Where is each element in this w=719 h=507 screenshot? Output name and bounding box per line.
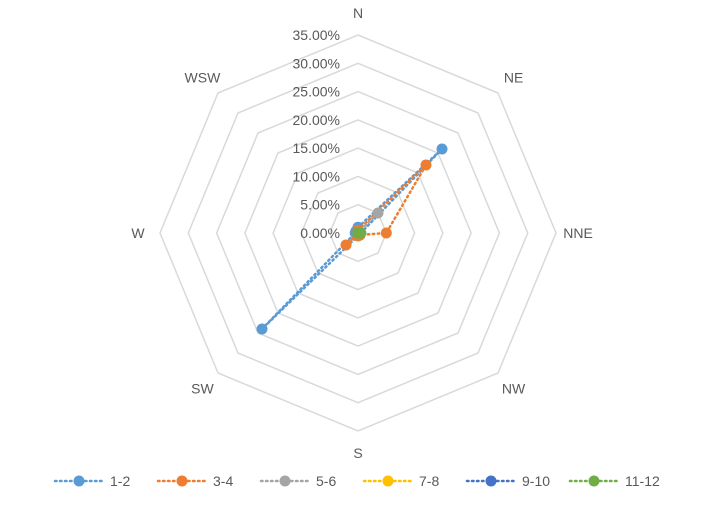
legend-label: 7-8 [419, 473, 439, 489]
series-layer [256, 143, 448, 335]
legend-swatch-marker [485, 475, 497, 487]
tick-label: 35.00% [293, 27, 340, 43]
tick-label: 5.00% [300, 197, 340, 213]
data-point [420, 159, 432, 171]
radar-grid [159, 34, 557, 432]
data-point [352, 227, 364, 239]
grid-ring [300, 175, 416, 291]
legend: 1-2 3-4 5-6 7-8 9-10 11-12 [53, 473, 660, 489]
legend-item: 3-4 [156, 473, 233, 489]
data-point [380, 227, 392, 239]
legend-item: 7-8 [362, 473, 439, 489]
tick-labels: 0.00% 5.00% 10.00% 15.00% 20.00% 25.00% 30.00%… [293, 27, 340, 241]
category-label: N [353, 5, 363, 21]
category-label: NNE [563, 225, 593, 241]
grid-ring [328, 203, 388, 263]
category-label: S [353, 445, 362, 461]
legend-label: 11-12 [625, 473, 660, 489]
grid-ring [187, 62, 529, 404]
legend-item: 11-12 [568, 473, 660, 489]
legend-swatch-marker [279, 475, 291, 487]
legend-item: 1-2 [53, 473, 130, 489]
category-label: NE [504, 69, 523, 85]
category-label: WSW [185, 69, 222, 85]
data-point [340, 239, 352, 251]
tick-label: 30.00% [293, 55, 340, 71]
tick-label: 0.00% [300, 225, 340, 241]
tick-label: 20.00% [293, 112, 340, 128]
legend-item: 5-6 [259, 473, 336, 489]
tick-label: 15.00% [293, 140, 340, 156]
category-label: SW [191, 381, 214, 397]
data-point [436, 143, 448, 155]
category-label: NW [502, 381, 526, 397]
grid-ring [159, 34, 557, 432]
legend-swatch-marker [382, 475, 394, 487]
legend-swatch-marker [588, 475, 600, 487]
legend-label: 3-4 [213, 473, 233, 489]
grid-ring [272, 147, 444, 319]
data-point [256, 323, 268, 335]
legend-swatch-marker [176, 475, 188, 487]
legend-label: 1-2 [110, 473, 130, 489]
tick-label: 10.00% [293, 168, 340, 184]
legend-label: 5-6 [316, 473, 336, 489]
series-line [357, 212, 379, 234]
data-point [372, 207, 384, 219]
legend-swatch-marker [73, 475, 85, 487]
grid-ring [215, 90, 501, 376]
series-11-12 [352, 227, 367, 239]
legend-label: 9-10 [522, 473, 550, 489]
category-label: W [131, 225, 145, 241]
grid-ring [244, 119, 472, 347]
tick-label: 25.00% [293, 84, 340, 100]
legend-item: 9-10 [465, 473, 550, 489]
